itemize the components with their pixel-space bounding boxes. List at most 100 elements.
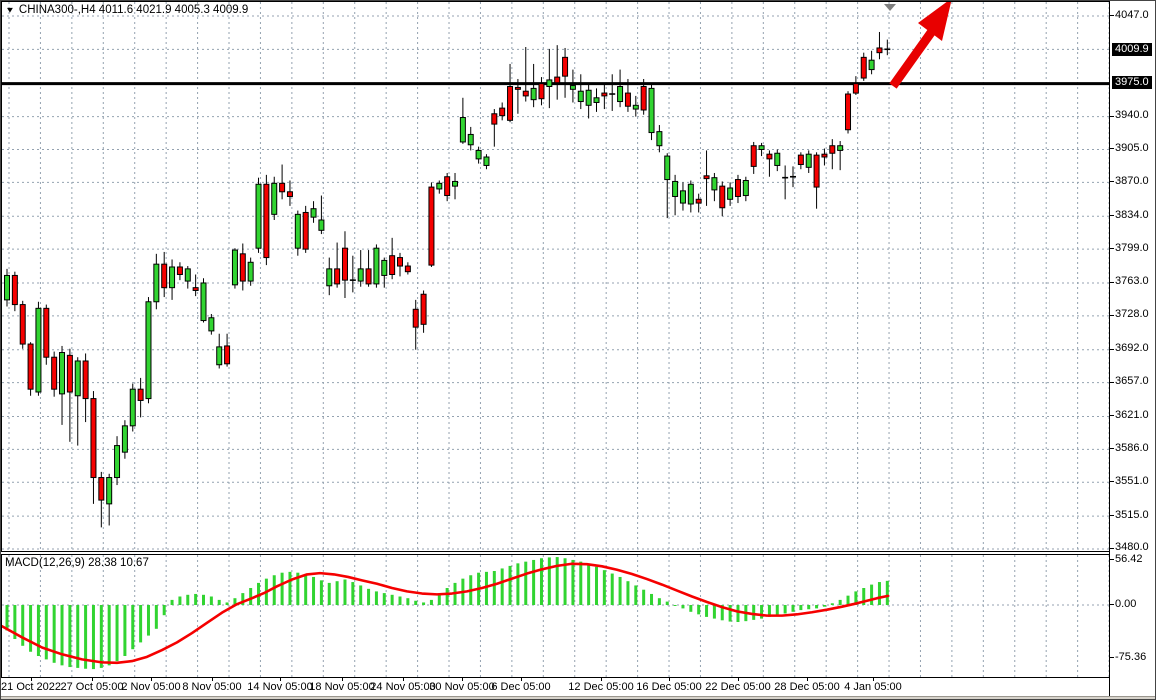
candle-body-down: [404, 265, 411, 273]
macd-histogram-bar: [202, 594, 205, 605]
macd-histogram-bar: [657, 598, 661, 605]
date-tick: [521, 678, 522, 681]
candle-body-up: [381, 259, 388, 276]
macd-histogram-bar: [249, 588, 253, 605]
trend-arrow-head[interactable]: [918, 2, 952, 41]
candle-body-up: [679, 190, 686, 204]
candle-body-down: [491, 113, 498, 125]
candle-body-up: [310, 208, 317, 218]
candle-body-down: [397, 257, 403, 267]
price-tick: [1110, 515, 1114, 517]
price-label: 3692.0: [1115, 342, 1149, 355]
candle-body-up: [271, 182, 278, 215]
macd-histogram-bar: [29, 605, 33, 652]
candle-body-up: [868, 59, 875, 71]
macd-histogram-bar: [571, 559, 575, 605]
candle-body-up: [577, 90, 584, 103]
macd-histogram-bar: [343, 579, 347, 605]
macd-histogram-bar: [807, 605, 811, 610]
candle-body-up: [546, 79, 553, 87]
macd-histogram-bar: [414, 600, 418, 605]
macd-histogram-bar: [539, 558, 543, 605]
candle-body-down: [334, 268, 341, 285]
date-label: 2 Nov 05:00: [121, 681, 181, 693]
candle-body-down: [19, 304, 26, 345]
macd-indicator-panel[interactable]: [1, 554, 1109, 678]
macd-histogram-bar: [626, 581, 630, 605]
macd-histogram-bar: [791, 605, 795, 612]
candle-body-down: [845, 93, 852, 131]
macd-histogram-bar: [822, 605, 826, 607]
macd-histogram-bar: [492, 571, 496, 605]
candle-body-up: [593, 97, 600, 103]
macd-histogram-bar: [359, 585, 363, 605]
candle-body-down: [192, 287, 199, 291]
candle-body-down: [82, 360, 89, 400]
date-label: 8 Nov 05:00: [182, 681, 242, 693]
candle-body-down: [27, 343, 34, 390]
candle-body-down: [507, 86, 514, 121]
candle-body-down: [90, 398, 97, 479]
price-tick: [1110, 148, 1114, 150]
date-label: 21 Oct 2022: [1, 681, 61, 693]
candle-body-up: [617, 86, 624, 103]
macd-histogram-bar: [13, 605, 17, 639]
macd-histogram-bar: [170, 599, 174, 605]
macd-histogram-bar: [524, 561, 528, 605]
macd-histogram-bar: [862, 588, 866, 605]
macd-histogram-bar: [602, 570, 606, 605]
candle-body-up: [373, 247, 380, 285]
price-tick: [1110, 348, 1114, 350]
candle-body-up: [632, 104, 639, 110]
price-tick: [1110, 481, 1114, 483]
macd-histogram-bar: [563, 558, 567, 605]
macd-histogram-bar: [194, 593, 198, 605]
macd-histogram-bar: [681, 605, 685, 609]
date-tick: [873, 678, 874, 681]
macd-histogram-bar: [752, 605, 756, 620]
candle-body-up: [459, 117, 466, 143]
time-axis[interactable]: 21 Oct 2022 27 Oct 05:00 2 Nov 05:00 8 Nov …: [1, 678, 1109, 696]
candlestick-chart[interactable]: [2, 2, 1109, 551]
macd-histogram-bar: [406, 598, 410, 605]
candle-body-down: [302, 211, 309, 250]
candle-body-up: [74, 360, 81, 397]
price-tick: [1110, 547, 1114, 549]
price-label: 3940.0: [1115, 109, 1149, 122]
macd-histogram-bar: [99, 605, 103, 668]
price-tick: [1110, 181, 1114, 183]
chart-title-text: CHINA300-,H4 4011.6 4021.9 4005.3 4009.9: [18, 4, 249, 16]
macd-histogram-bar: [312, 576, 316, 605]
macd-histogram-bar: [107, 605, 111, 666]
macd-histogram-bar: [484, 571, 488, 605]
macd-histogram-bar: [217, 599, 221, 605]
macd-histogram-bar: [139, 605, 143, 643]
candle-body-down: [538, 83, 545, 100]
candle-body-down: [640, 86, 647, 111]
price-axis[interactable]: 4047.0 4009.9 3975.0 3940.0 3905.0 3870.0 3834…: [1109, 1, 1155, 696]
date-tick: [669, 678, 670, 681]
price-chart-panel[interactable]: [1, 1, 1109, 552]
macd-histogram-bar: [178, 596, 182, 605]
macd-histogram-bar: [689, 605, 693, 612]
candle-body-up: [727, 187, 734, 200]
price-label-highlighted: 3975.0: [1112, 76, 1152, 90]
macd-histogram-bar: [84, 605, 88, 669]
macd-histogram-bar: [319, 580, 323, 605]
macd-histogram-bar: [437, 594, 441, 605]
date-label: 12 Dec 05:00: [568, 681, 634, 693]
macd-histogram-bar: [429, 599, 433, 605]
macd-histogram-bar: [257, 582, 261, 605]
trend-arrow-shaft[interactable]: [889, 24, 939, 89]
candle-body-up: [805, 153, 812, 168]
symbol-dropdown-icon[interactable]: ▼: [5, 6, 15, 15]
price-tick: [1110, 381, 1114, 383]
macd-histogram-bar: [36, 605, 40, 656]
price-label: 3515.0: [1115, 508, 1149, 521]
macd-histogram-bar: [760, 605, 764, 619]
macd-axis-tick: [1110, 559, 1114, 560]
macd-histogram-bar: [547, 557, 551, 605]
macd-chart[interactable]: [2, 555, 1109, 677]
macd-histogram-bar: [634, 585, 638, 605]
